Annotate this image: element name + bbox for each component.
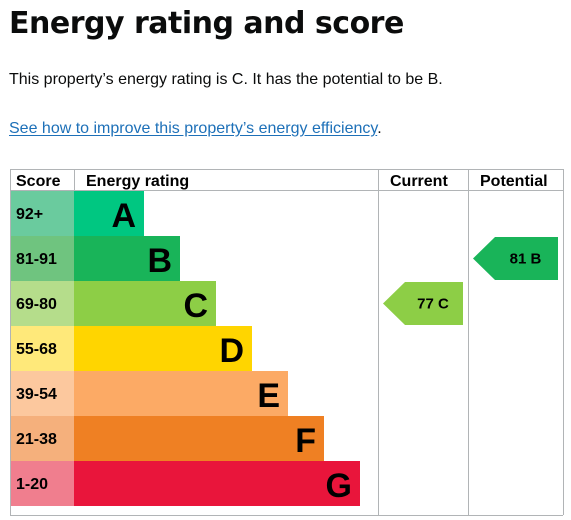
rating-bar-a xyxy=(74,191,144,236)
score-cell-e xyxy=(10,371,74,416)
score-cell-b xyxy=(10,236,74,281)
rating-bar-g xyxy=(74,461,360,506)
rating-markers: 77 C 81 B xyxy=(383,237,558,325)
potential-rating-arrow xyxy=(473,237,558,280)
link-suffix: . xyxy=(377,120,382,137)
rating-bar-f xyxy=(74,416,324,461)
score-column-header: Score xyxy=(16,173,61,190)
potential-rating-label: 81 B xyxy=(510,251,542,268)
rating-bar-b xyxy=(74,236,180,281)
energy-rating-column-header: Energy rating xyxy=(86,173,189,190)
rating-letter-b: B xyxy=(147,242,172,280)
score-range-d: 55-68 xyxy=(16,341,57,358)
score-cell-c xyxy=(10,281,74,326)
improve-efficiency-link[interactable]: See how to improve this property’s energ… xyxy=(9,120,378,137)
rating-letter-a: A xyxy=(111,197,136,235)
score-cell-g xyxy=(10,461,74,506)
score-range-e: 39-54 xyxy=(16,386,57,403)
score-range-b: 81-91 xyxy=(16,251,57,268)
current-rating-arrow xyxy=(383,282,463,325)
rating-summary: This property’s energy rating is C. It h… xyxy=(9,71,443,88)
score-cell-d xyxy=(10,326,74,371)
score-range-c: 69-80 xyxy=(16,296,57,313)
current-column-header: Current xyxy=(390,173,448,190)
rating-letter-d: D xyxy=(219,332,244,370)
improve-link-row: See how to improve this property’s energ… xyxy=(9,119,382,139)
score-cell-f xyxy=(10,416,74,461)
rating-letter-c: C xyxy=(183,287,208,325)
rating-bar-e xyxy=(74,371,288,416)
score-range-a: 92+ xyxy=(16,206,43,223)
chart-grid xyxy=(10,169,564,516)
score-range-f: 21-38 xyxy=(16,431,57,448)
rating-letter-g: G xyxy=(326,467,352,505)
score-cell-a xyxy=(10,191,74,236)
page-title: Energy rating and score xyxy=(9,6,404,41)
rating-bar-d xyxy=(74,326,252,371)
rating-bar-c xyxy=(74,281,216,326)
score-range-g: 1-20 xyxy=(16,476,48,493)
rating-letter-f: F xyxy=(295,422,316,460)
rating-bands: 92+ A 81-91 B 69-80 C 55-68 D 39-54 E 21-38 F 1-20 G xyxy=(10,191,360,506)
rating-letter-e: E xyxy=(257,377,280,415)
current-rating-label: 77 C xyxy=(417,296,449,313)
potential-column-header: Potential xyxy=(480,173,548,190)
